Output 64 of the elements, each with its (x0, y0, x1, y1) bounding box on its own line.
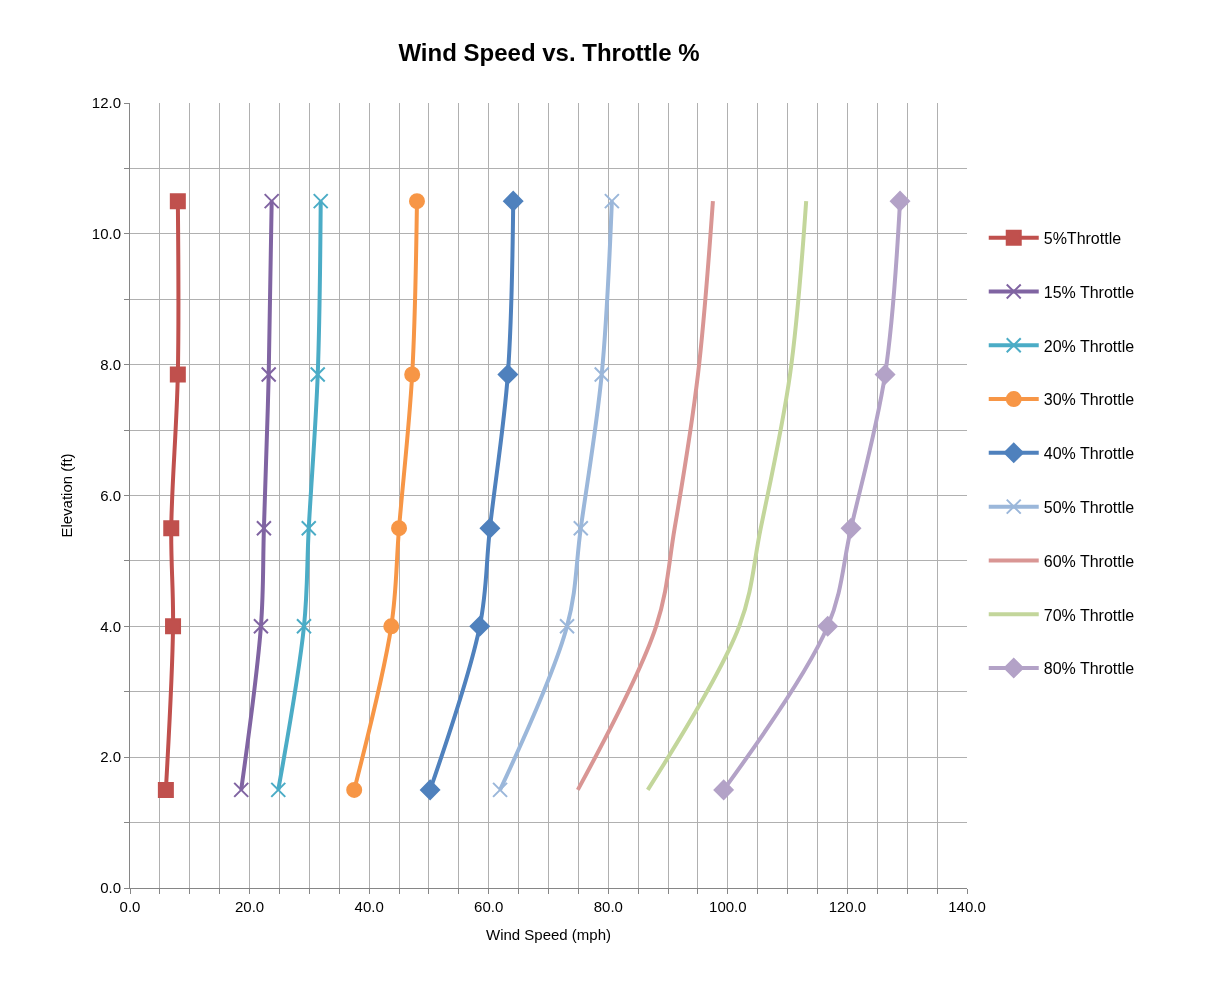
legend-label: 15% Throttle (1043, 283, 1135, 301)
point (420, 779, 441, 800)
legend-label: 40% Throttle (1043, 445, 1135, 463)
point (255, 520, 272, 537)
y-tick-label: 12.0 (91, 94, 121, 112)
point (572, 520, 589, 537)
point (889, 191, 911, 212)
y-tick-label: 6.0 (100, 486, 121, 504)
x-axis-title: Wind Speed (mph) (485, 926, 612, 943)
point (817, 616, 838, 637)
x-tick-label: 120.0 (828, 898, 867, 915)
x-tick-label: 20.0 (234, 898, 265, 915)
point (165, 618, 182, 635)
point (312, 193, 329, 210)
point (408, 193, 425, 210)
point (263, 193, 280, 210)
x-tick-label: 60.0 (474, 898, 504, 915)
legend-label: 70% Throttle (1043, 606, 1135, 624)
point (840, 518, 862, 539)
point (503, 191, 524, 212)
point (874, 364, 896, 385)
point (559, 618, 576, 635)
legend-label: 60% Throttle (1043, 552, 1135, 570)
x-tick-label: 40.0 (354, 898, 384, 915)
point (163, 520, 180, 537)
point (479, 518, 501, 539)
point (270, 781, 287, 798)
point (300, 520, 317, 537)
line-series (575, 199, 715, 792)
point (157, 781, 174, 798)
point (593, 366, 610, 383)
point (252, 618, 269, 635)
point (713, 779, 734, 800)
point (260, 366, 277, 383)
legend-label: 80% Throttle (1043, 660, 1135, 678)
y-tick-label: 4.0 (100, 617, 121, 635)
y-tick-label: 8.0 (100, 355, 121, 373)
point (391, 520, 408, 537)
line-series (645, 199, 809, 792)
point (383, 618, 400, 635)
legend-label: 30% Throttle (1043, 391, 1135, 409)
point (295, 618, 312, 635)
point (233, 781, 250, 798)
point (497, 364, 518, 385)
point (169, 366, 186, 383)
point (492, 781, 509, 798)
y-tick-label: 10.0 (91, 225, 121, 243)
legend-label: 5%Throttle (1043, 229, 1122, 247)
x-tick-label: 80.0 (593, 898, 623, 915)
point (309, 366, 326, 383)
point (169, 193, 186, 210)
legend-label: 50% Throttle (1043, 498, 1135, 516)
x-tick-label: 100.0 (709, 898, 747, 915)
point (346, 781, 363, 798)
point (404, 366, 421, 383)
chart-title: Wind Speed vs. Throttle % (398, 39, 700, 67)
x-tick-label: 0.0 (119, 898, 141, 915)
legend-label: 20% Throttle (1043, 337, 1135, 355)
point (469, 616, 490, 637)
point (603, 193, 620, 210)
y-tick-label: 0.0 (100, 879, 121, 897)
y-axis-title: Elevation (ft) (58, 453, 76, 538)
y-tick-label: 2.0 (100, 748, 121, 766)
x-tick-label: 140.0 (948, 898, 986, 915)
